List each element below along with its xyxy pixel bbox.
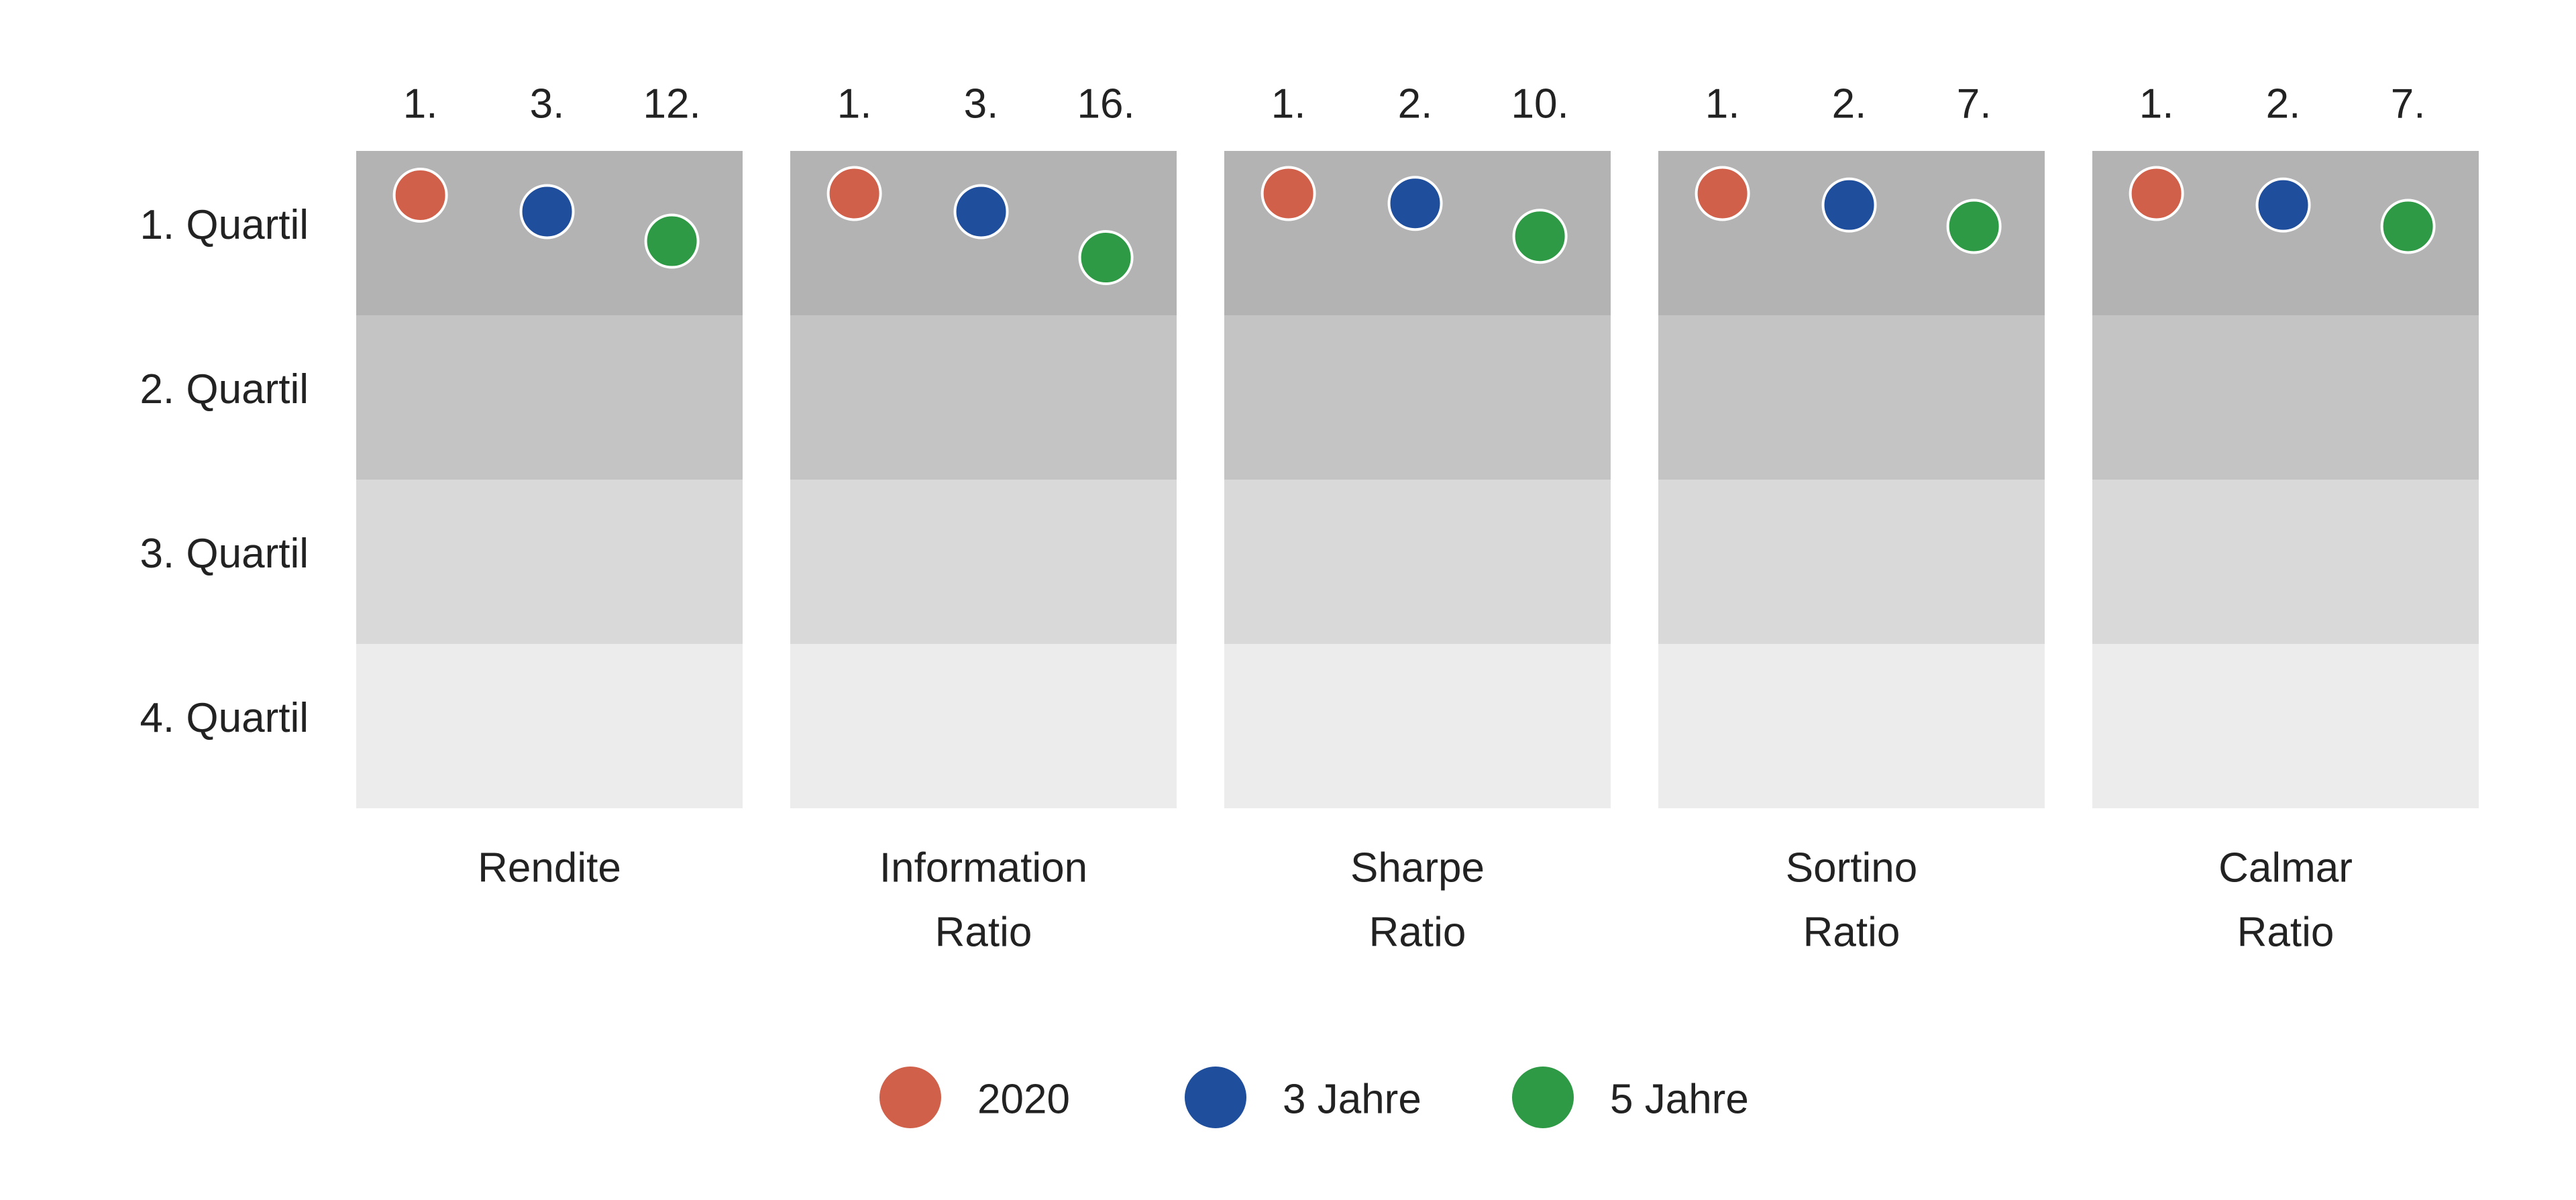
legend-label: 2020 [977, 1076, 1070, 1122]
dot [1946, 199, 2002, 254]
quartile-band [2092, 480, 2479, 644]
category-label: Sortino [1786, 844, 1917, 891]
dot [392, 167, 448, 223]
quartile-band [356, 315, 743, 480]
rank-label: 1. [403, 80, 438, 127]
rank-label: 1. [837, 80, 872, 127]
quartile-band [790, 315, 1177, 480]
dot [2129, 166, 2184, 221]
rank-label: 3. [530, 80, 565, 127]
dot [1695, 166, 1750, 221]
rank-label: 12. [643, 80, 700, 127]
rank-label: 16. [1077, 80, 1134, 127]
quartile-band [1658, 480, 2045, 644]
quartile-band [1224, 644, 1611, 808]
quartile-label: 1. Quartil [140, 202, 309, 248]
quartile-band [1224, 480, 1611, 644]
quartile-label: 2. Quartil [140, 366, 309, 413]
quartile-band [356, 644, 743, 808]
quartile-band [356, 480, 743, 644]
legend-label: 3 Jahre [1283, 1076, 1421, 1122]
category-label: Ratio [1369, 909, 1466, 955]
rank-label: 10. [1511, 80, 1568, 127]
rank-label: 2. [1832, 80, 1867, 127]
dot [644, 213, 700, 269]
dot [519, 184, 575, 239]
rank-label: 2. [2266, 80, 2301, 127]
category-label: Calmar [2218, 844, 2353, 891]
quartile-band [1658, 644, 2045, 808]
dot [953, 184, 1009, 239]
dot [2255, 177, 2311, 233]
quartile-label: 3. Quartil [140, 531, 309, 577]
category-label: Ratio [935, 909, 1032, 955]
quartile-band [2092, 315, 2479, 480]
quartile-band [1224, 315, 1611, 480]
legend-marker [1185, 1067, 1246, 1128]
rank-label: 1. [1705, 80, 1740, 127]
dot [1260, 166, 1316, 221]
quartile-label: 4. Quartil [140, 695, 309, 741]
quartile-band [790, 480, 1177, 644]
rank-label: 1. [1271, 80, 1306, 127]
rank-label: 7. [1957, 80, 1992, 127]
category-label: Ratio [1803, 909, 1900, 955]
category-label: Rendite [478, 844, 621, 891]
quartile-band [1658, 315, 2045, 480]
category-label: Information [879, 844, 1087, 891]
dot [1821, 177, 1877, 233]
rank-label: 2. [1398, 80, 1433, 127]
dot [826, 166, 882, 221]
quartile-band [2092, 644, 2479, 808]
legend-label: 5 Jahre [1610, 1076, 1749, 1122]
dot [2380, 199, 2436, 254]
quartile-band [790, 644, 1177, 808]
dot [1387, 176, 1443, 231]
rank-label: 7. [2391, 80, 2426, 127]
rank-label: 3. [964, 80, 999, 127]
category-label: Ratio [2237, 909, 2334, 955]
rank-label: 1. [2139, 80, 2174, 127]
dot [1078, 230, 1134, 286]
category-label: Sharpe [1350, 844, 1485, 891]
legend-marker [879, 1067, 941, 1128]
dot [1512, 209, 1568, 264]
legend-marker [1512, 1067, 1574, 1128]
